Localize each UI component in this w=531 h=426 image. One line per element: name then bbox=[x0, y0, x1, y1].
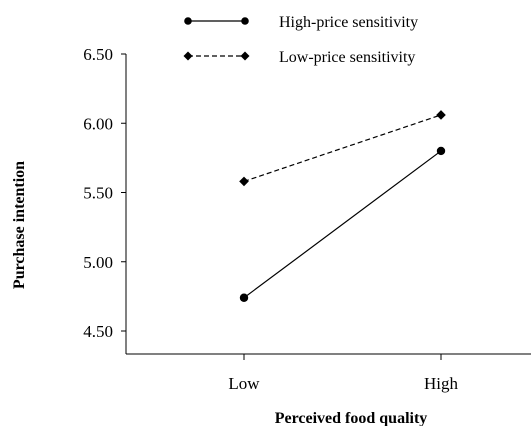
y-tick-label: 6.00 bbox=[83, 114, 113, 133]
legend-marker-circle-icon bbox=[184, 17, 192, 25]
y-tick-label: 5.50 bbox=[83, 184, 113, 203]
x-axis-ticks: Low High bbox=[228, 354, 459, 393]
data-series bbox=[239, 110, 446, 302]
legend-marker-diamond-icon bbox=[183, 51, 193, 61]
legend-marker-circle-icon bbox=[241, 17, 249, 25]
series-line-low-price-sensitivity bbox=[243, 114, 442, 182]
data-point-high-price-sensitivity bbox=[239, 293, 249, 302]
legend-marker-diamond-icon bbox=[240, 51, 250, 61]
series-line-high-price-sensitivity bbox=[243, 150, 442, 299]
data-point-low-price-sensitivity bbox=[239, 176, 249, 187]
y-tick-label: 4.50 bbox=[83, 322, 113, 341]
y-axis-label: Purchase intention bbox=[11, 161, 28, 289]
data-point-high-price-sensitivity bbox=[436, 146, 446, 156]
x-axis-label: Perceived food quality bbox=[275, 410, 428, 426]
x-tick-label: High bbox=[424, 374, 459, 393]
legend: High-price sensitivity Low-price sensiti… bbox=[183, 14, 418, 66]
y-tick-label: 5.00 bbox=[83, 253, 113, 272]
legend-label-high-price-sensitivity: High-price sensitivity bbox=[279, 14, 418, 31]
legend-item-high-price-sensitivity: High-price sensitivity bbox=[184, 14, 418, 31]
x-tick-label: Low bbox=[228, 374, 260, 393]
y-tick-label: 6.50 bbox=[83, 45, 113, 64]
legend-label-low-price-sensitivity: Low-price sensitivity bbox=[279, 49, 415, 66]
legend-item-low-price-sensitivity: Low-price sensitivity bbox=[183, 49, 415, 66]
y-axis-ticks: 4.50 5.00 5.50 6.00 6.50 bbox=[83, 45, 126, 341]
data-point-low-price-sensitivity bbox=[436, 110, 446, 120]
